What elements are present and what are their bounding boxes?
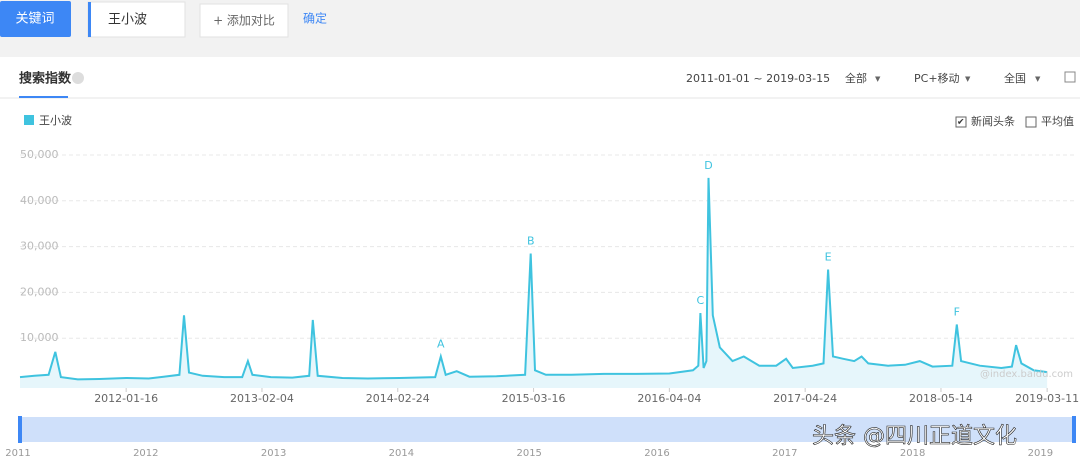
- navigator-year: 2016: [644, 448, 669, 459]
- tab-label[interactable]: 搜索指数: [19, 71, 72, 87]
- x-tick-label: 2012-01-16: [94, 392, 158, 405]
- scope-select[interactable]: 全部: [845, 71, 867, 85]
- caret: ▼: [875, 75, 881, 83]
- annotation: F: [954, 305, 960, 318]
- confirm-link[interactable]: 确定: [303, 11, 327, 26]
- navigator-year: 2013: [261, 448, 286, 459]
- x-tick-label: 2013-02-04: [230, 392, 294, 405]
- legend-swatch: [24, 115, 34, 125]
- caret: ▼: [1035, 75, 1041, 83]
- keyword-input[interactable]: [87, 1, 186, 38]
- y-tick-label: 10,000: [20, 331, 59, 344]
- legend-label: 王小波: [39, 114, 72, 127]
- annotation: A: [437, 338, 445, 351]
- navigator-year: 2019: [1028, 448, 1053, 459]
- add-label: + 添加对比: [213, 14, 275, 28]
- input-accent: [88, 2, 91, 37]
- chart-watermark: @index.baidu.com: [980, 369, 1073, 380]
- check-mark: ✔: [957, 118, 965, 128]
- y-tick-label: 40,000: [20, 194, 59, 207]
- navigator-year: 2017: [772, 448, 797, 459]
- navigator[interactable]: [20, 417, 1075, 442]
- region-select[interactable]: 全国: [1004, 71, 1026, 85]
- navigator-handle[interactable]: [18, 416, 22, 443]
- button-label: 关键词: [15, 12, 54, 27]
- navigator-year: 2011: [5, 448, 30, 459]
- annotation: B: [527, 234, 535, 247]
- export-icon[interactable]: [1064, 71, 1076, 83]
- checkbox[interactable]: [1025, 116, 1037, 128]
- navigator-handle[interactable]: [1072, 416, 1076, 443]
- device-select[interactable]: PC+移动: [914, 72, 960, 85]
- annotation: D: [704, 159, 712, 172]
- navigator-year: 2012: [133, 448, 158, 459]
- y-tick-label: 50,000: [20, 148, 59, 161]
- navigator-year: 2015: [516, 448, 541, 459]
- x-tick-label: 2017-04-24: [773, 392, 837, 405]
- date-range[interactable]: 2011-01-01 ~ 2019-03-15: [686, 72, 830, 85]
- option-label: 平均值: [1041, 115, 1074, 128]
- navigator-year: 2014: [389, 448, 414, 459]
- x-tick-label: 2014-02-24: [366, 392, 430, 405]
- annotation: E: [825, 251, 832, 264]
- x-tick-label: 2018-05-14: [909, 392, 973, 405]
- y-tick-label: 20,000: [20, 285, 59, 298]
- x-tick-label: 2015-03-16: [502, 392, 566, 405]
- add-compare[interactable]: [199, 3, 289, 38]
- checkbox[interactable]: [955, 116, 967, 128]
- watermark: 头条 @四川正道文化: [812, 424, 1017, 449]
- option-label: 新闻头条: [971, 114, 1015, 128]
- line: [19, 177, 1048, 381]
- annotation: C: [697, 294, 705, 307]
- keyword-button[interactable]: [0, 1, 71, 37]
- x-tick-label: 2019-03-11: [1015, 392, 1079, 405]
- navigator-year: 2018: [900, 448, 925, 459]
- keyword-text: 王小波: [108, 13, 147, 28]
- y-tick-label: 30,000: [20, 240, 59, 253]
- help-icon[interactable]: [72, 72, 84, 84]
- caret: ▼: [965, 75, 971, 83]
- x-tick-label: 2016-04-04: [637, 392, 701, 405]
